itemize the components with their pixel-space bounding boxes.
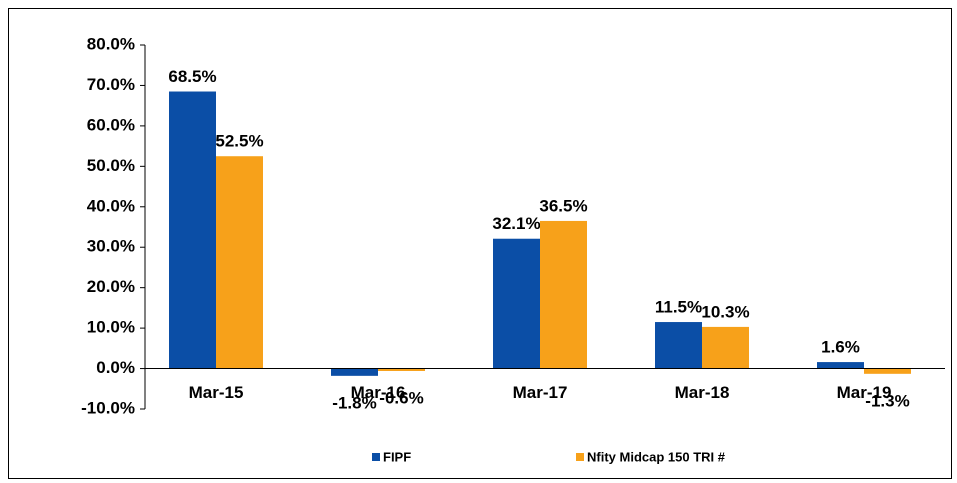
y-tick-label: 60.0%	[87, 115, 135, 134]
x-tick-label: Mar-16	[351, 383, 406, 402]
data-label: 32.1%	[492, 214, 540, 233]
legend-label: Nfity Midcap 150 TRI #	[587, 449, 726, 464]
data-label: 10.3%	[701, 302, 749, 321]
y-tick-label: -10.0%	[81, 398, 135, 417]
bar	[331, 368, 378, 376]
bar	[493, 238, 540, 369]
bar	[169, 91, 216, 369]
bar	[817, 362, 864, 369]
y-tick-label: 30.0%	[87, 237, 135, 256]
legend-swatch	[372, 453, 380, 461]
y-tick-label: 20.0%	[87, 277, 135, 296]
y-tick-label: 40.0%	[87, 196, 135, 215]
x-tick-label: Mar-17	[513, 383, 568, 402]
chart-frame	[8, 8, 952, 479]
data-label: 36.5%	[539, 196, 587, 215]
y-tick-label: 0.0%	[96, 358, 135, 377]
bar	[655, 322, 702, 369]
legend-swatch	[576, 453, 584, 461]
x-tick-label: Mar-18	[675, 383, 730, 402]
bar	[702, 326, 749, 369]
bar	[216, 156, 263, 369]
x-tick-label: Mar-15	[189, 383, 244, 402]
data-label: 68.5%	[168, 67, 216, 86]
data-label: -1.8%	[332, 393, 376, 412]
bar	[864, 368, 911, 374]
y-tick-label: 80.0%	[87, 34, 135, 53]
bar	[378, 368, 425, 371]
data-label: 1.6%	[821, 338, 860, 357]
data-label: -1.3%	[865, 391, 909, 410]
data-label: -0.6%	[379, 388, 423, 407]
legend-label: FIPF	[383, 449, 411, 464]
data-label: 11.5%	[655, 298, 702, 317]
y-tick-label: 10.0%	[87, 318, 135, 337]
x-tick-label: Mar-19	[837, 383, 892, 402]
data-label: 52.5%	[215, 132, 263, 151]
y-tick-label: 70.0%	[87, 75, 135, 94]
bar	[540, 220, 587, 369]
y-tick-label: 50.0%	[87, 156, 135, 175]
